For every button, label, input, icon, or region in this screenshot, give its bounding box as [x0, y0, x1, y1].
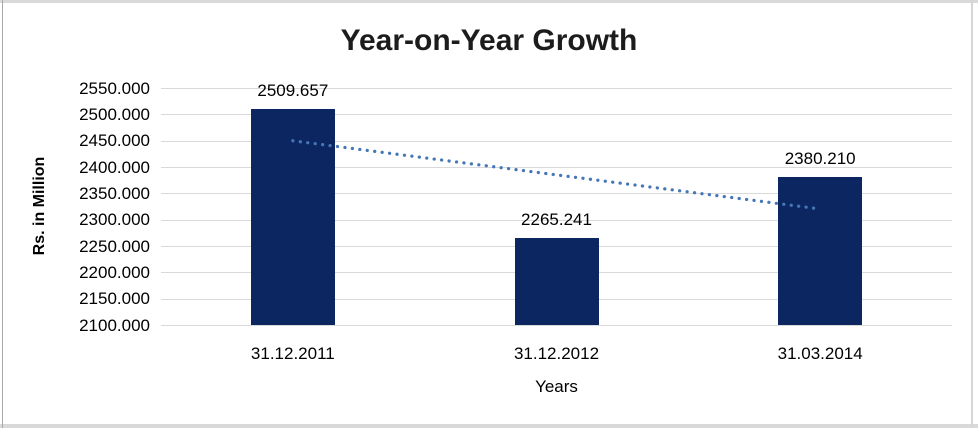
- frame-border-right: [971, 0, 973, 428]
- y-axis-title: Rs. in Million: [31, 156, 48, 256]
- bar-data-label: 2265.241: [521, 209, 592, 229]
- y-gridline: [161, 219, 952, 221]
- trendline-path: [291, 139, 822, 211]
- y-axis-tick-label: 2550.000: [79, 78, 150, 98]
- y-gridline: [161, 88, 952, 89]
- bar-data-label: 2509.657: [257, 81, 329, 101]
- y-axis-tick-label: 2400.000: [79, 157, 150, 177]
- y-gridline: [161, 140, 952, 142]
- y-gridline: [161, 167, 952, 168]
- y-gridline: [161, 193, 952, 195]
- y-axis-tick-label: 2300.000: [79, 210, 150, 230]
- bar: [250, 109, 335, 325]
- y-axis-tick-label: 2200.000: [79, 262, 150, 282]
- bar: [514, 237, 599, 325]
- x-axis-category-label: 31.12.2012: [513, 344, 600, 363]
- frame-border-top: [0, 0, 978, 3]
- y-gridline: [161, 114, 952, 116]
- frame-border-left: [2, 0, 3, 428]
- x-axis-category-label: 31.12.2011: [250, 344, 335, 363]
- chart-title: Year-on-Year Growth: [340, 24, 638, 57]
- y-axis-tick-label: 2500.000: [79, 104, 150, 124]
- x-axis-category-label: 31.03.2014: [777, 344, 863, 363]
- y-axis-tick-label: 2100.000: [79, 315, 150, 335]
- frame-border-bottom: [0, 424, 978, 428]
- trendline: [291, 139, 822, 211]
- y-gridline: [161, 325, 952, 326]
- x-axis-title: Years: [535, 377, 578, 396]
- y-axis-tick-label: 2350.000: [79, 183, 150, 203]
- bar-data-label: 2380.210: [784, 149, 856, 169]
- y-axis-tick-label: 2250.000: [79, 236, 150, 256]
- bar: [778, 177, 863, 325]
- y-axis-tick-label: 2150.000: [79, 289, 150, 309]
- y-axis-tick-label: 2450.000: [79, 131, 150, 151]
